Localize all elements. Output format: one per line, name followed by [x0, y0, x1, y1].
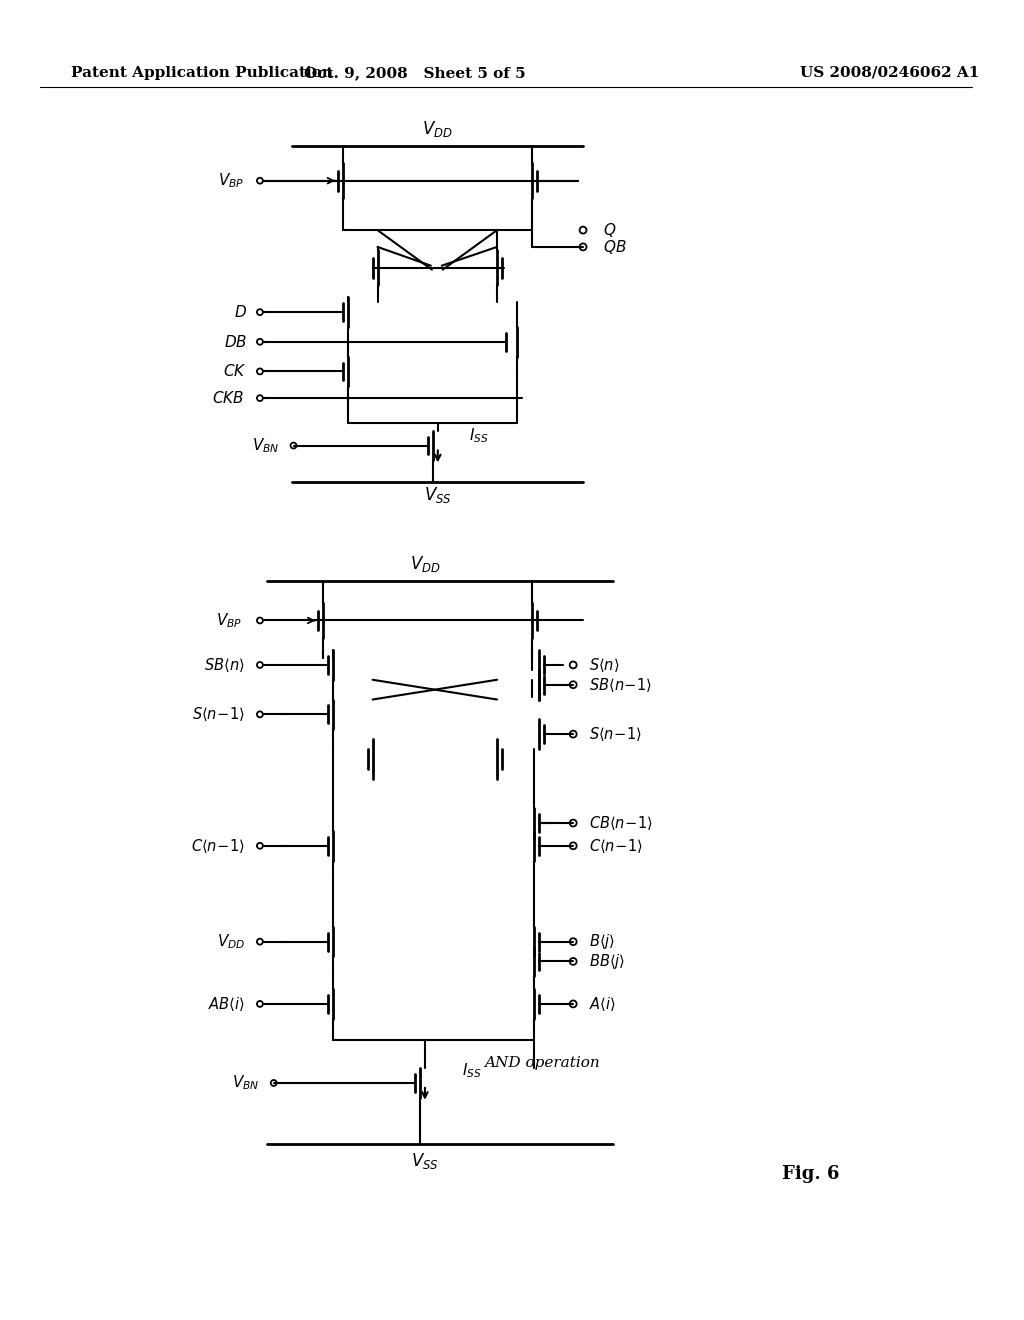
Text: $V_{SS}$: $V_{SS}$	[424, 484, 452, 506]
Text: $C\langle n\!-\!1\rangle$: $C\langle n\!-\!1\rangle$	[191, 837, 245, 855]
Text: $AB\langle i\rangle$: $AB\langle i\rangle$	[208, 995, 245, 1012]
Text: $V_{BP}$: $V_{BP}$	[218, 172, 244, 190]
Text: $SB\langle n\rangle$: $SB\langle n\rangle$	[205, 656, 245, 675]
Text: $V_{DD}$: $V_{DD}$	[217, 932, 245, 950]
Text: $QB$: $QB$	[603, 238, 627, 256]
Text: Fig. 6: Fig. 6	[781, 1164, 839, 1183]
Text: $D$: $D$	[234, 304, 247, 321]
Text: $Q$: $Q$	[603, 222, 616, 239]
Text: $SB\langle n\!-\!1\rangle$: $SB\langle n\!-\!1\rangle$	[589, 676, 652, 694]
Text: $C\langle n\!-\!1\rangle$: $C\langle n\!-\!1\rangle$	[589, 837, 643, 855]
Text: $S\langle n\!-\!1\rangle$: $S\langle n\!-\!1\rangle$	[191, 705, 245, 723]
Text: Patent Application Publication: Patent Application Publication	[71, 66, 333, 81]
Text: $V_{BP}$: $V_{BP}$	[216, 611, 242, 630]
Text: $CB\langle n\!-\!1\rangle$: $CB\langle n\!-\!1\rangle$	[589, 814, 653, 832]
Text: $V_{SS}$: $V_{SS}$	[411, 1151, 439, 1171]
Text: $I_{SS}$: $I_{SS}$	[469, 426, 489, 445]
Text: $V_{BN}$: $V_{BN}$	[231, 1073, 259, 1093]
Text: $I_{SS}$: $I_{SS}$	[463, 1061, 482, 1081]
Text: $S\langle n\rangle$: $S\langle n\rangle$	[589, 656, 620, 675]
Text: AND operation: AND operation	[484, 1056, 600, 1071]
Text: Oct. 9, 2008   Sheet 5 of 5: Oct. 9, 2008 Sheet 5 of 5	[304, 66, 526, 81]
Text: $V_{DD}$: $V_{DD}$	[410, 554, 440, 574]
Text: $A\langle i\rangle$: $A\langle i\rangle$	[589, 995, 616, 1012]
Text: $BB\langle j\rangle$: $BB\langle j\rangle$	[589, 952, 626, 972]
Text: $V_{DD}$: $V_{DD}$	[423, 119, 454, 140]
Text: $S\langle n\!-\!1\rangle$: $S\langle n\!-\!1\rangle$	[589, 725, 642, 743]
Text: $DB$: $DB$	[224, 334, 247, 350]
Text: US 2008/0246062 A1: US 2008/0246062 A1	[801, 66, 980, 81]
Text: $V_{BN}$: $V_{BN}$	[252, 436, 280, 455]
Text: $CKB$: $CKB$	[212, 391, 244, 407]
Text: $B\langle j\rangle$: $B\langle j\rangle$	[589, 932, 615, 952]
Text: $CK$: $CK$	[223, 363, 247, 379]
